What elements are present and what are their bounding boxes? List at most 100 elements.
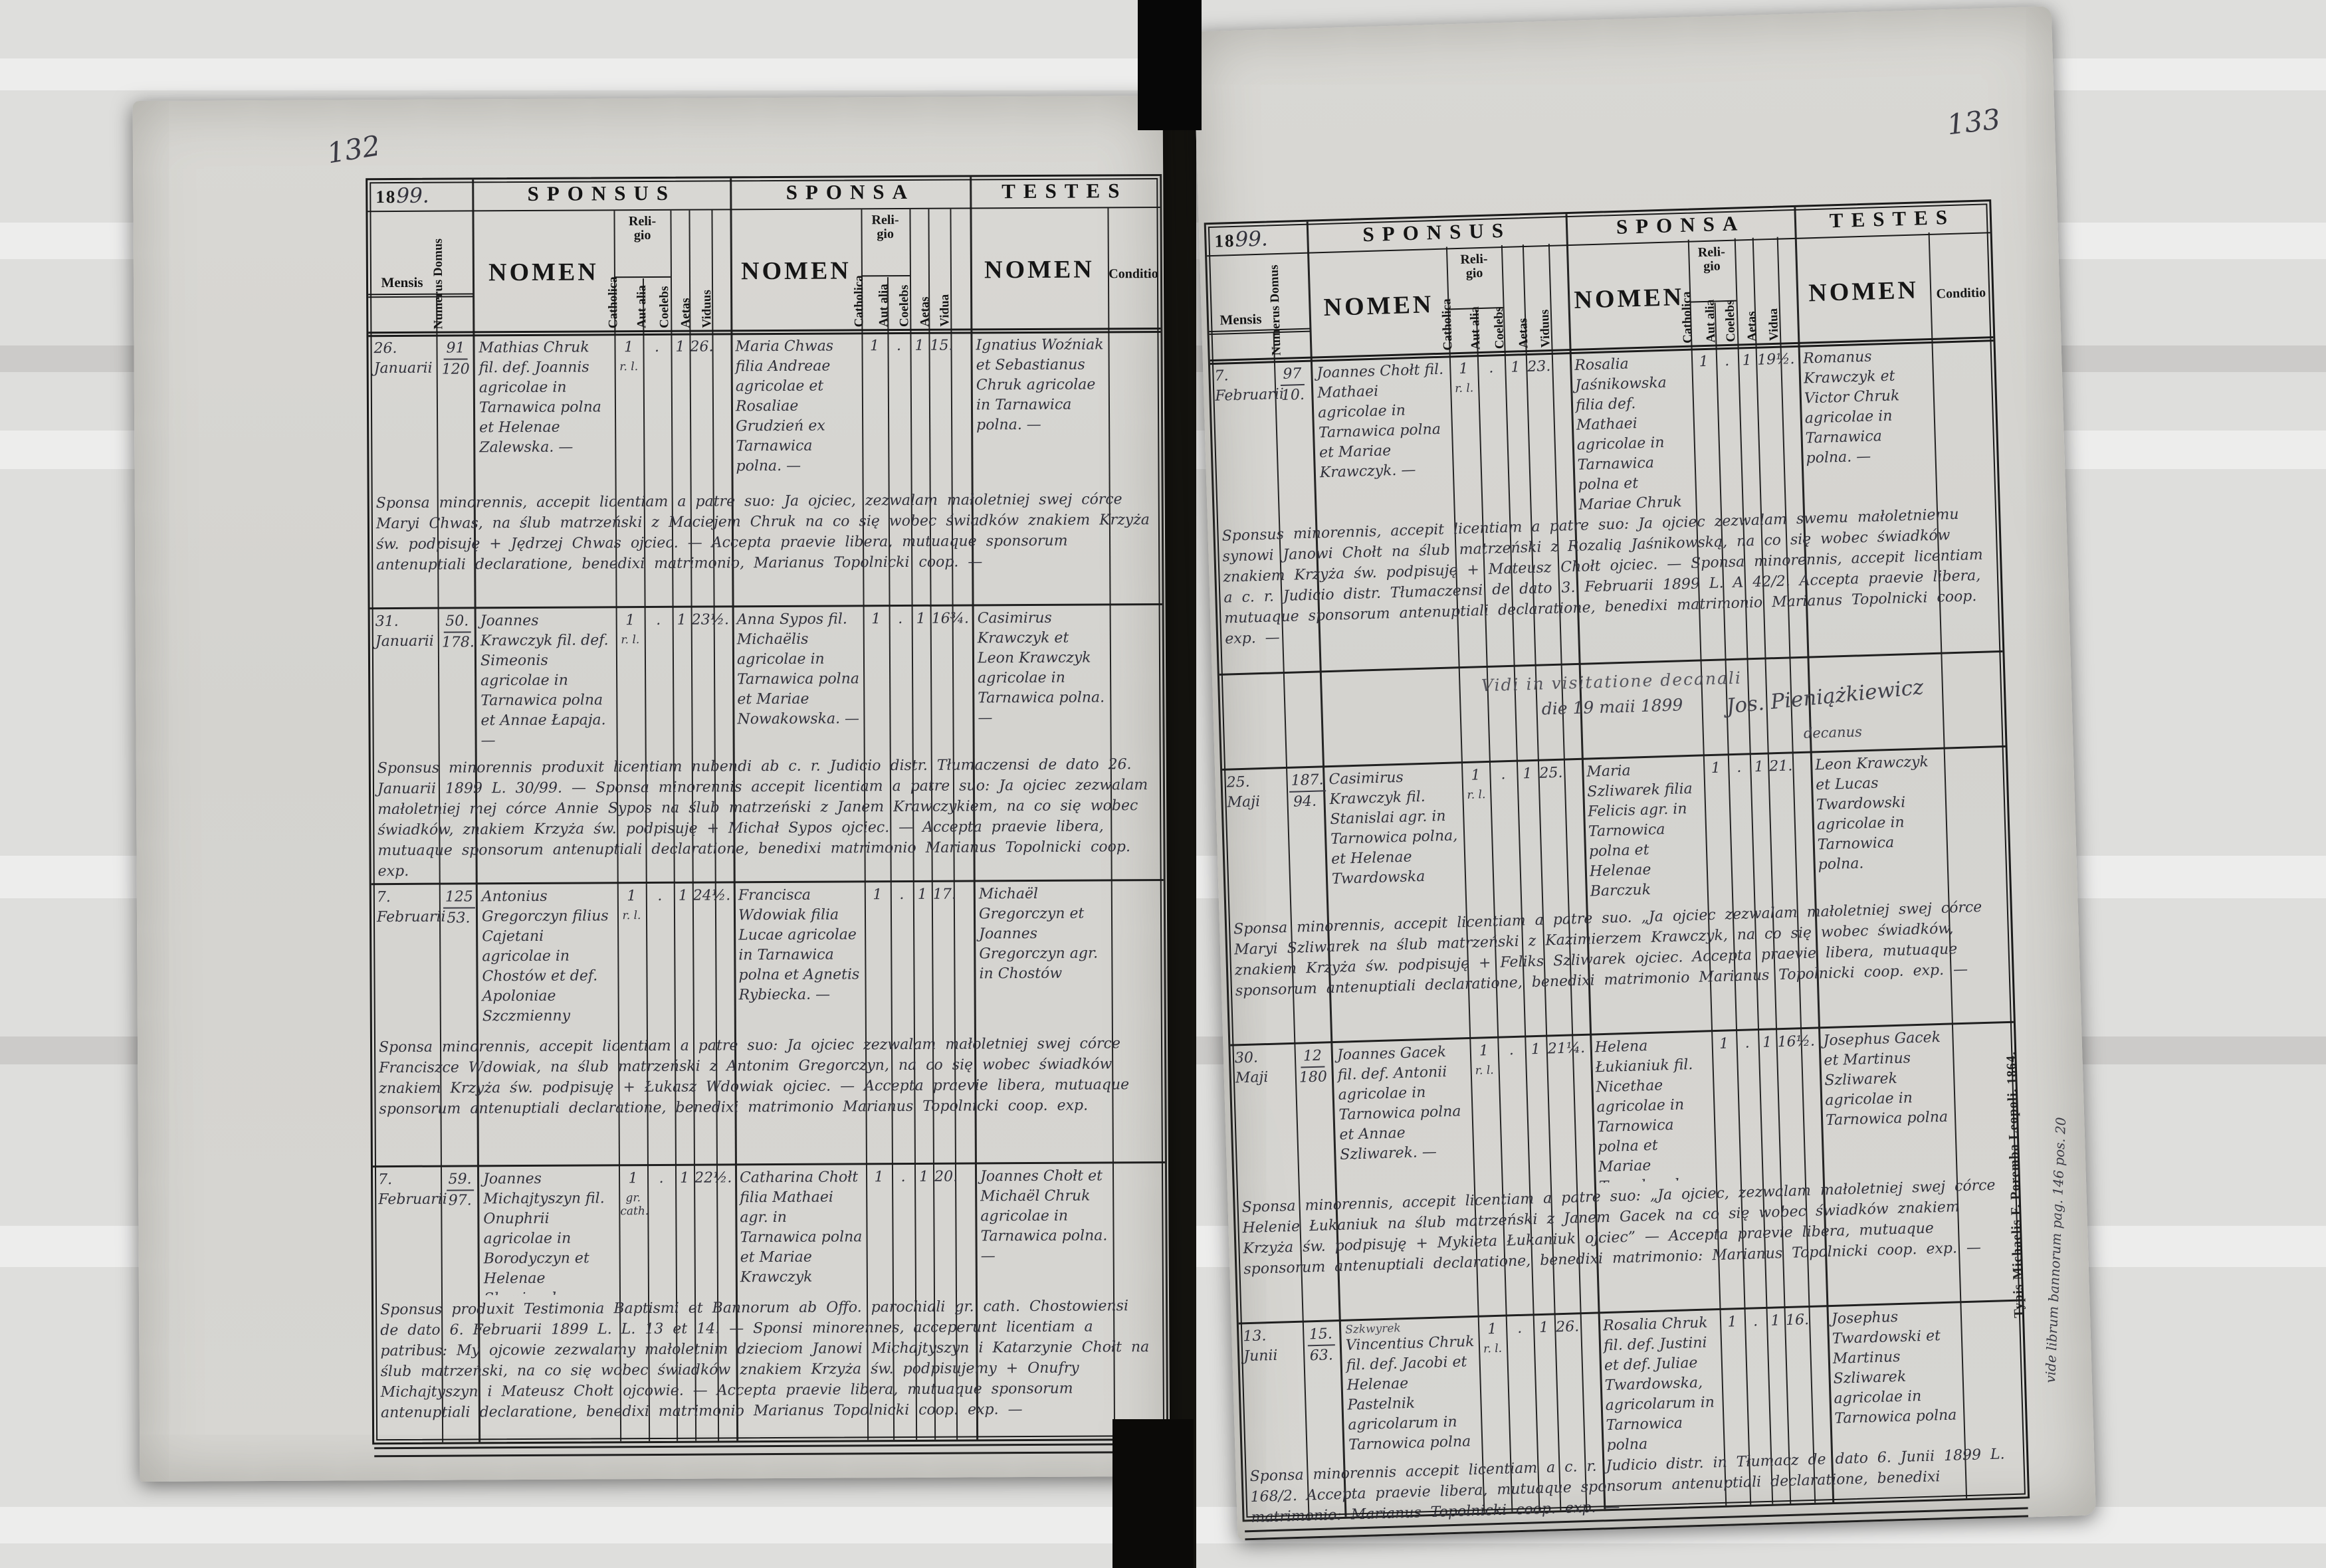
bride-religion-other: . — [898, 611, 903, 628]
groom-age: 23½. — [691, 611, 730, 629]
bride-name: Anna Sypos fil. Michaëlis agricolae in T… — [736, 611, 860, 728]
witnesses-names: Josephus Twardowski et Martinus Szliware… — [1831, 1309, 1957, 1427]
register-entry: 13. Junii 15. 63. Szkwyrek Vincentius Chruk… — [1239, 1302, 2026, 1463]
witnesses-names: Joannes Chołt et Michaël Chruk agricolae… — [980, 1167, 1108, 1265]
column-header-viduus: Viduus — [1537, 309, 1553, 348]
entry-note: Sponsa minorennis, accepit licentiam a p… — [1233, 899, 1982, 1000]
column-header-nomen-testes: NOMEN — [1808, 276, 1919, 308]
book-gutter-shadow — [1112, 1419, 1194, 1568]
entry-note: Sponsus produxit Testimonia Baptismi et … — [380, 1298, 1150, 1422]
column-header-conditio: Conditio — [1936, 285, 1986, 302]
groom-name: Joannes Krawczyk fil. def. Simeonis agri… — [480, 612, 609, 749]
column-header-nomen-sponsa: NOMEN — [1573, 282, 1685, 314]
table-body: 26. Januarii 91 120 Mathias Chruk fil. def… — [368, 332, 1167, 1458]
year-printed: 18 — [1214, 230, 1235, 251]
bride-age: 17. — [932, 886, 956, 903]
page-number: 132 — [324, 129, 383, 170]
groom-name: Joannes Gacek fil. def. Antonii agricola… — [1336, 1044, 1461, 1163]
entry-date: 26. Januarii — [373, 339, 435, 379]
bride-single-mark: 1 — [917, 886, 927, 903]
groom-rite: r. l. — [1467, 788, 1486, 802]
groom-religion-other: . — [1509, 1042, 1515, 1059]
groom-religion-other: . — [659, 1169, 664, 1187]
groom-religion-catholic: 1 r. l. — [1463, 765, 1489, 802]
bride-name: Rosalia Jaśnikowska filia def. Mathaei a… — [1574, 355, 1683, 514]
year-rule — [368, 293, 474, 296]
bride-religion-other: . — [899, 886, 904, 904]
groom-single-mark: 1 — [680, 1169, 690, 1187]
column-header-numerus-domus: Numerus Domus — [431, 238, 446, 330]
groom-single-mark: 1 — [1538, 1319, 1549, 1337]
bride-religion-other: . — [900, 1169, 906, 1186]
bride-name: Catharina Chołt filia Mathaei agr. in Ta… — [740, 1169, 863, 1286]
groom-rite: r. l. — [1483, 1341, 1503, 1356]
groom-religion-other: . — [656, 611, 661, 629]
column-header-religio-sponsus: Reli-gio — [628, 213, 657, 243]
groom-religion-other: . — [657, 887, 663, 904]
groom-religion-catholic: 1 r. l. — [617, 611, 643, 646]
column-header-conditio: Conditio — [1109, 266, 1158, 282]
bride-religion-other: . — [1736, 759, 1742, 776]
bride-religion-catholic: 1 — [1699, 353, 1709, 371]
section-header-sponsus: SPONSUS — [1362, 218, 1512, 246]
entry-date: 7. Februarii — [1214, 367, 1285, 405]
column-header-mensis: Mensis — [1219, 310, 1262, 328]
year-printed: 18 — [375, 186, 397, 207]
bride-single-mark: 1 — [916, 610, 926, 627]
bride-age: 16¾. — [931, 610, 970, 627]
house-number: 97 10. — [1277, 363, 1309, 406]
section-header-sponsa: SPONSA — [1616, 211, 1746, 239]
column-header-nomen-testes: NOMEN — [984, 255, 1095, 284]
house-number: 15. 63. — [1305, 1324, 1337, 1366]
groom-rite: r. l. — [619, 360, 639, 374]
left-page: 132 1899. SPONSUS SPONSA TESTES Mensis N… — [132, 95, 1170, 1482]
register-entry: 7. Februarii 97 10. Joannes Chołt fil. Mat… — [1210, 341, 1998, 522]
groom-religion-catholic: 1 r. l. — [1471, 1041, 1497, 1078]
groom-age: 22½. — [694, 1169, 732, 1187]
register-entry: 7. Februarii 125 53. Antonius Gregorczyn f… — [371, 881, 1164, 1033]
entry-date: 7. Februarii — [378, 1171, 447, 1209]
bride-religion-catholic: 1 — [874, 1169, 884, 1186]
bride-name: Maria Szliwarek filia Felicis agr. in Ta… — [1586, 762, 1693, 900]
groom-religion-other: . — [1488, 359, 1494, 377]
entry-day: 26. — [373, 340, 397, 357]
column-header-religio-sponsa: Reli-gio — [1697, 245, 1726, 274]
house-number: 59. 97. — [445, 1169, 475, 1211]
year-label: 1899. — [1214, 227, 1268, 252]
groom-single-mark: 1 — [1523, 765, 1533, 783]
bride-name: Francisca Wdowiak filia Lucae agricolae … — [738, 886, 860, 1004]
column-header-vidua: Vidua — [938, 294, 952, 327]
column-header-nomen-sponsus: NOMEN — [488, 258, 599, 287]
bride-age: 19½. — [1756, 351, 1795, 369]
year-label: 1899. — [375, 184, 429, 208]
groom-religion-other: . — [654, 338, 660, 355]
column-header-nomen-sponsa: NOMEN — [740, 256, 851, 286]
house-number: 50. 178. — [442, 611, 475, 652]
groom-religion-catholic: 1 r. l. — [1479, 1320, 1506, 1356]
groom-age: 21¼. — [1547, 1039, 1586, 1058]
witnesses-names: Romanus Krawczyk et Victor Chruk agricol… — [1802, 348, 1900, 467]
groom-name: Szkwyrek Vincentius Chruk fil. def. Jacob… — [1345, 1320, 1478, 1456]
right-page: 133 1899. SPONSUS SPONSA TESTES Mensis N… — [1193, 6, 2096, 1541]
house-number: 187. 94. — [1289, 770, 1326, 813]
groom-name: Joannes Chołt fil. Mathaei agricolae in … — [1317, 361, 1444, 482]
year-handwritten: 99. — [396, 183, 429, 208]
bride-religion-catholic: 1 — [873, 886, 883, 904]
groom-name: Casimirus Krawczyk fil. Stanislai agr. i… — [1328, 769, 1458, 888]
witnesses-names: Casimirus Krawczyk et Leon Krawczyk agri… — [977, 609, 1105, 727]
bride-name: Rosalia Chruk fil. def. Justini et def. … — [1602, 1314, 1715, 1454]
column-header-viduus: Viduus — [700, 290, 714, 328]
groom-religion-catholic: 1 r. l. — [619, 886, 645, 922]
column-header-vidua: Vidua — [1766, 308, 1782, 342]
groom-religion-other: . — [1517, 1320, 1523, 1337]
bride-religion-catholic: 1 — [871, 611, 881, 628]
bride-age: 16½. — [1777, 1032, 1816, 1051]
bride-name: Helena Łukianiuk fil. Nicethae agricolae… — [1594, 1038, 1697, 1194]
bride-religion-other: . — [1744, 1034, 1750, 1052]
register-entry: 31. Januarii 50. 178. Joannes Krawczyk fil… — [370, 605, 1163, 754]
groom-rite: r. l. — [622, 909, 641, 923]
groom-religion-other: . — [1501, 766, 1506, 783]
groom-rite: gr. cath. — [620, 1191, 649, 1219]
bride-religion-other: . — [896, 338, 902, 355]
column-header-nomen-sponsus: NOMEN — [1323, 290, 1434, 322]
